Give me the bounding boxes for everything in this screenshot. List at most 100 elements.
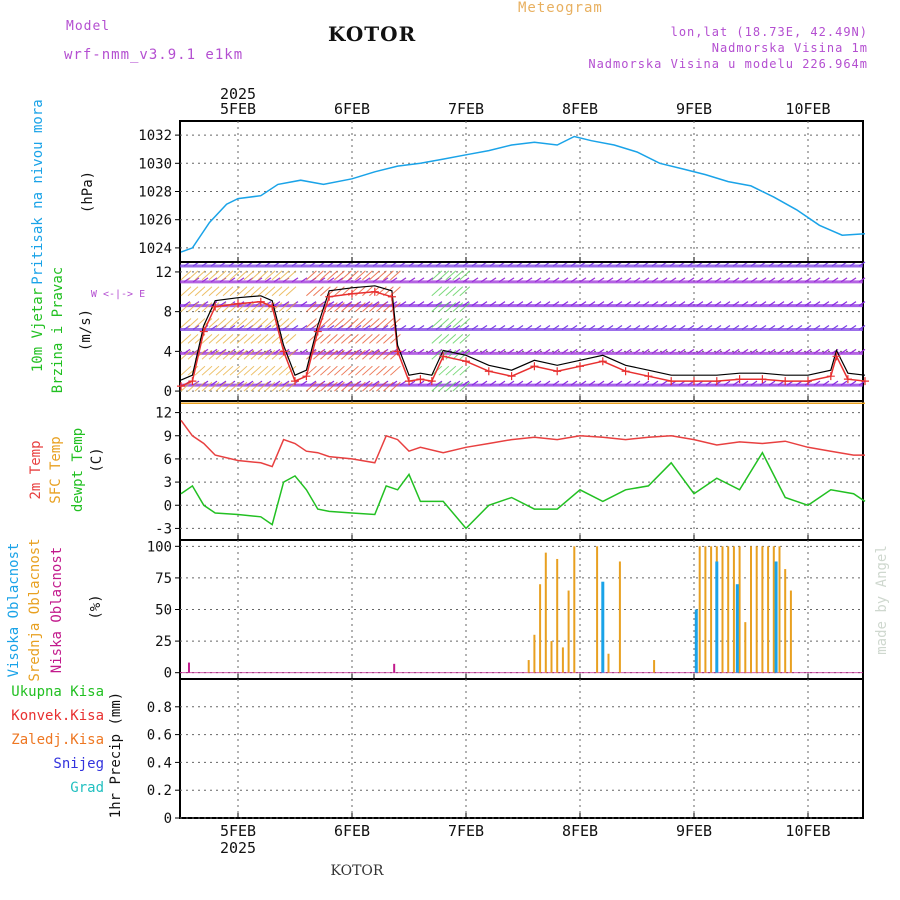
wind-barb — [561, 348, 569, 354]
cloud-bar — [778, 546, 781, 673]
wind-point — [712, 377, 721, 386]
wind-barb — [369, 318, 380, 328]
wind-barb — [498, 277, 506, 283]
wind-barb — [362, 302, 373, 313]
meteogram-label: Meteogram — [518, 0, 603, 16]
wind-barb — [208, 381, 220, 392]
wind-barb — [741, 301, 749, 307]
wind-barb — [633, 277, 641, 283]
wind-barb — [606, 277, 614, 283]
wind-barb — [306, 318, 317, 328]
wind-barb — [201, 365, 213, 376]
wind-barb — [273, 301, 281, 307]
wind-barb — [264, 325, 272, 331]
y-tick-label: 0 — [164, 666, 172, 682]
wind-barb — [348, 334, 359, 344]
wind-barb — [215, 302, 227, 313]
wind-barb — [309, 380, 317, 386]
wind-barb — [471, 380, 479, 386]
wind-barb — [306, 381, 317, 392]
wind-barb — [229, 365, 241, 376]
wind-barb — [291, 277, 299, 283]
wind-barb — [376, 334, 387, 344]
wind-barb — [705, 325, 713, 331]
cloud-bar — [761, 546, 764, 673]
y-tick-label: 3 — [164, 475, 172, 491]
wind-barb — [507, 325, 515, 331]
wind-barb — [348, 365, 359, 376]
wind-barb — [438, 318, 450, 328]
wind-barb — [678, 348, 686, 354]
wind-point — [530, 362, 539, 371]
wind-barb — [452, 381, 464, 392]
wind-barb — [210, 325, 218, 331]
wind-barb — [651, 325, 659, 331]
wind-barb — [194, 365, 206, 376]
cloud-bar — [653, 660, 656, 673]
wind-barb — [215, 349, 227, 360]
wind-barb — [570, 380, 578, 386]
wind-barb — [222, 381, 234, 392]
wind-barb — [250, 334, 262, 344]
wind-barb — [696, 277, 704, 283]
wind-barb — [534, 301, 542, 307]
wind-barb — [435, 301, 443, 307]
wind-barb — [408, 348, 416, 354]
y-tick-label: 0.8 — [147, 700, 172, 716]
wind-barb — [438, 365, 450, 376]
wind-barb — [334, 381, 345, 392]
wind-gust-line — [180, 285, 866, 381]
wind-barb — [327, 277, 335, 283]
wind-point — [644, 372, 653, 381]
wind-barb — [264, 349, 276, 360]
cloud-bar — [539, 584, 542, 673]
wind-barb — [363, 277, 371, 283]
wind-barb — [194, 286, 206, 297]
wind-barb — [822, 348, 830, 354]
wind-barb — [445, 302, 457, 313]
wind-barb — [246, 348, 254, 354]
wind-barb — [480, 301, 488, 307]
wind-barb — [336, 380, 344, 386]
wind-barb — [459, 318, 471, 328]
wind-barb — [327, 270, 338, 281]
wind-barb — [588, 380, 596, 386]
wind-barb — [243, 381, 255, 392]
wind-barb — [408, 301, 416, 307]
wind-barb — [570, 277, 578, 283]
wind-barb — [813, 277, 821, 283]
wind-point — [234, 299, 242, 308]
wind-barb — [243, 365, 255, 376]
wind-barb — [516, 301, 524, 307]
wind-barb — [341, 270, 352, 281]
wind-barb — [219, 301, 227, 307]
wind-barb — [624, 277, 632, 283]
wind-barb — [194, 318, 206, 328]
cloud-bar — [527, 660, 530, 673]
wind-barb — [597, 380, 605, 386]
y-tick-label: 0.4 — [147, 755, 172, 771]
wind-barb — [215, 270, 227, 281]
wind-barb — [615, 348, 623, 354]
wind-barb — [285, 302, 297, 313]
y-tick-label: 1032 — [138, 128, 172, 144]
wind-barb — [705, 301, 713, 307]
wind-barb — [588, 301, 596, 307]
wind-barb — [471, 325, 479, 331]
wind-barb — [369, 334, 380, 344]
wind-barb — [534, 380, 542, 386]
wind-barb — [313, 349, 324, 360]
wind-barb — [723, 348, 731, 354]
wind-barb — [431, 302, 443, 313]
wind-barb — [250, 349, 262, 360]
wind-barb — [858, 325, 866, 331]
wind-barb — [507, 301, 515, 307]
wind-barb — [624, 301, 632, 307]
wind-barb — [243, 286, 255, 297]
wind-barb — [606, 301, 614, 307]
wind-barb — [588, 277, 596, 283]
wind-barb — [215, 365, 227, 376]
wind-barb — [849, 348, 857, 354]
y-tick-label: 9 — [164, 429, 172, 445]
wind-barb — [624, 325, 632, 331]
